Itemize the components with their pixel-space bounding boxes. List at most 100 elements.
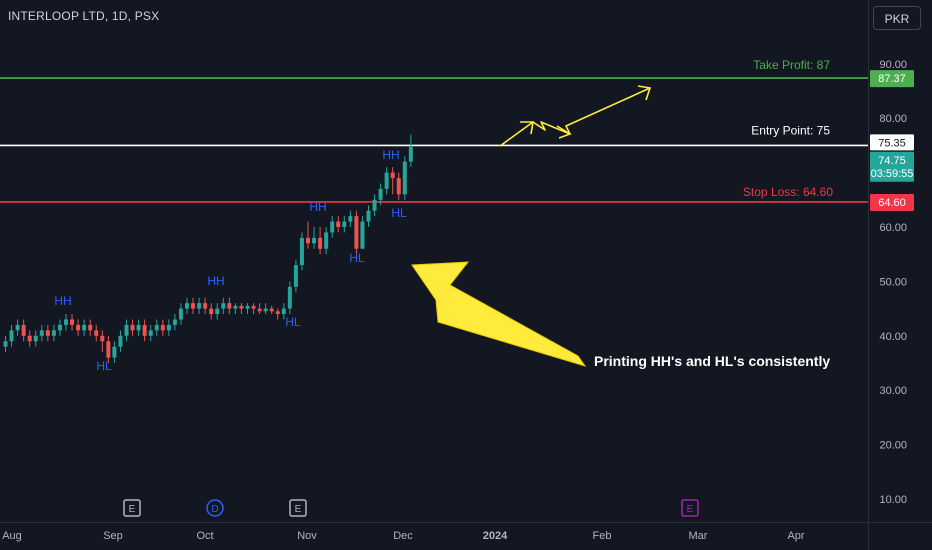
x-tick-label: Apr [787,530,804,542]
event-marker-label: E [687,504,694,515]
entry-tag-bg [870,134,914,151]
candle-body [384,172,389,189]
candle-body [172,319,177,325]
currency-button[interactable]: PKR [873,6,921,30]
candle-body [299,237,304,266]
take-profit-tag: 87.37 [878,73,906,85]
candle-body [154,324,159,331]
level-label: Entry Point: 75 [751,123,830,137]
pattern-label-hh: HH [309,200,326,214]
x-tick-label: Sep [103,530,123,542]
y-tick-label: 40.00 [879,331,907,343]
earnings-event-marker[interactable] [681,499,699,517]
candle-body [70,319,75,325]
candle-body [118,335,123,347]
projection-arrowhead [637,85,652,101]
candle-body [306,237,310,244]
candle-body [257,308,262,312]
candle-body [312,237,317,244]
candle-body [227,303,232,309]
candle-body [100,335,105,342]
candle-body [39,330,44,336]
projection-path [499,87,651,147]
candle-body [360,221,365,249]
candle-body [124,324,129,336]
pattern-label-hl: HL [96,359,112,373]
candle-body [287,286,292,309]
candle-body [408,146,413,162]
candle-body [245,305,250,309]
candle-body [27,335,32,342]
candle-body [148,330,153,336]
x-tick-label: Aug [2,530,22,542]
candle-body [275,311,280,315]
y-tick-label: 30.00 [879,385,907,397]
entry-tag: 75.35 [878,137,906,149]
candle-body [366,210,371,222]
candle-body [390,172,395,179]
candle-body [197,303,202,309]
candle-body [318,237,323,249]
dividend-event-marker[interactable] [206,499,224,517]
y-tick-label: 60.00 [879,222,907,234]
event-marker-label: E [295,504,302,515]
candle-body [324,232,329,249]
candle-body [402,161,407,195]
candle-body [396,178,401,195]
candle-body [233,305,238,309]
symbol-title: INTERLOOP LTD, 1D, PSX [8,9,160,23]
candle-body [221,303,226,309]
pattern-label-hh: HH [382,148,399,162]
last-price-tag: 03:59:55 [871,168,914,180]
pattern-label-hl: HL [349,251,365,265]
earnings-event-marker[interactable] [289,499,307,517]
x-tick-label: Feb [593,530,612,542]
candle-body [112,346,117,358]
candle-body [82,324,87,331]
annotation-arrow[interactable] [411,261,587,367]
candle-body [293,265,298,287]
event-marker-label: D [211,504,218,515]
last-price-tag-bg [870,151,914,182]
candle-body [15,324,20,331]
candle-body [203,303,208,309]
pattern-label-hl: HL [391,206,407,220]
projection-arrowhead [520,121,534,135]
candle-body [215,308,220,315]
candle-body [94,330,99,336]
x-tick-label: Mar [689,530,708,542]
candle-body [378,188,383,200]
candle-body [64,319,68,325]
candle-body [354,216,359,249]
candle-body [142,324,147,336]
candle-body [51,330,56,336]
candle-body [281,308,286,315]
candle-body [130,324,135,331]
y-tick-label: 90.00 [879,59,907,71]
annotation-text: Printing HH's and HL's consistently [594,353,830,369]
candle-body [348,216,353,222]
candle-body [45,330,50,336]
y-tick-label: 50.00 [879,276,907,288]
earnings-event-marker[interactable] [123,499,141,517]
candle-body [33,335,38,342]
candle-body [3,341,8,347]
level-label: Take Profit: 87 [753,58,830,72]
candle-body [330,221,335,233]
y-tick-label: 80.00 [879,113,907,125]
candle-body [263,308,268,312]
take-profit-tag-bg [870,70,914,88]
pattern-label-hl: HL [285,315,301,329]
candle-body [239,305,244,309]
candle-body [185,303,189,309]
candle-body [209,308,214,315]
candle-body [76,324,81,331]
candle-body [106,341,111,358]
stop-loss-tag: 64.60 [878,197,906,209]
candle-body [160,324,165,331]
candle-body [136,324,141,331]
candle-body [372,199,377,211]
candle-body [342,221,347,227]
candle-body [166,324,171,331]
